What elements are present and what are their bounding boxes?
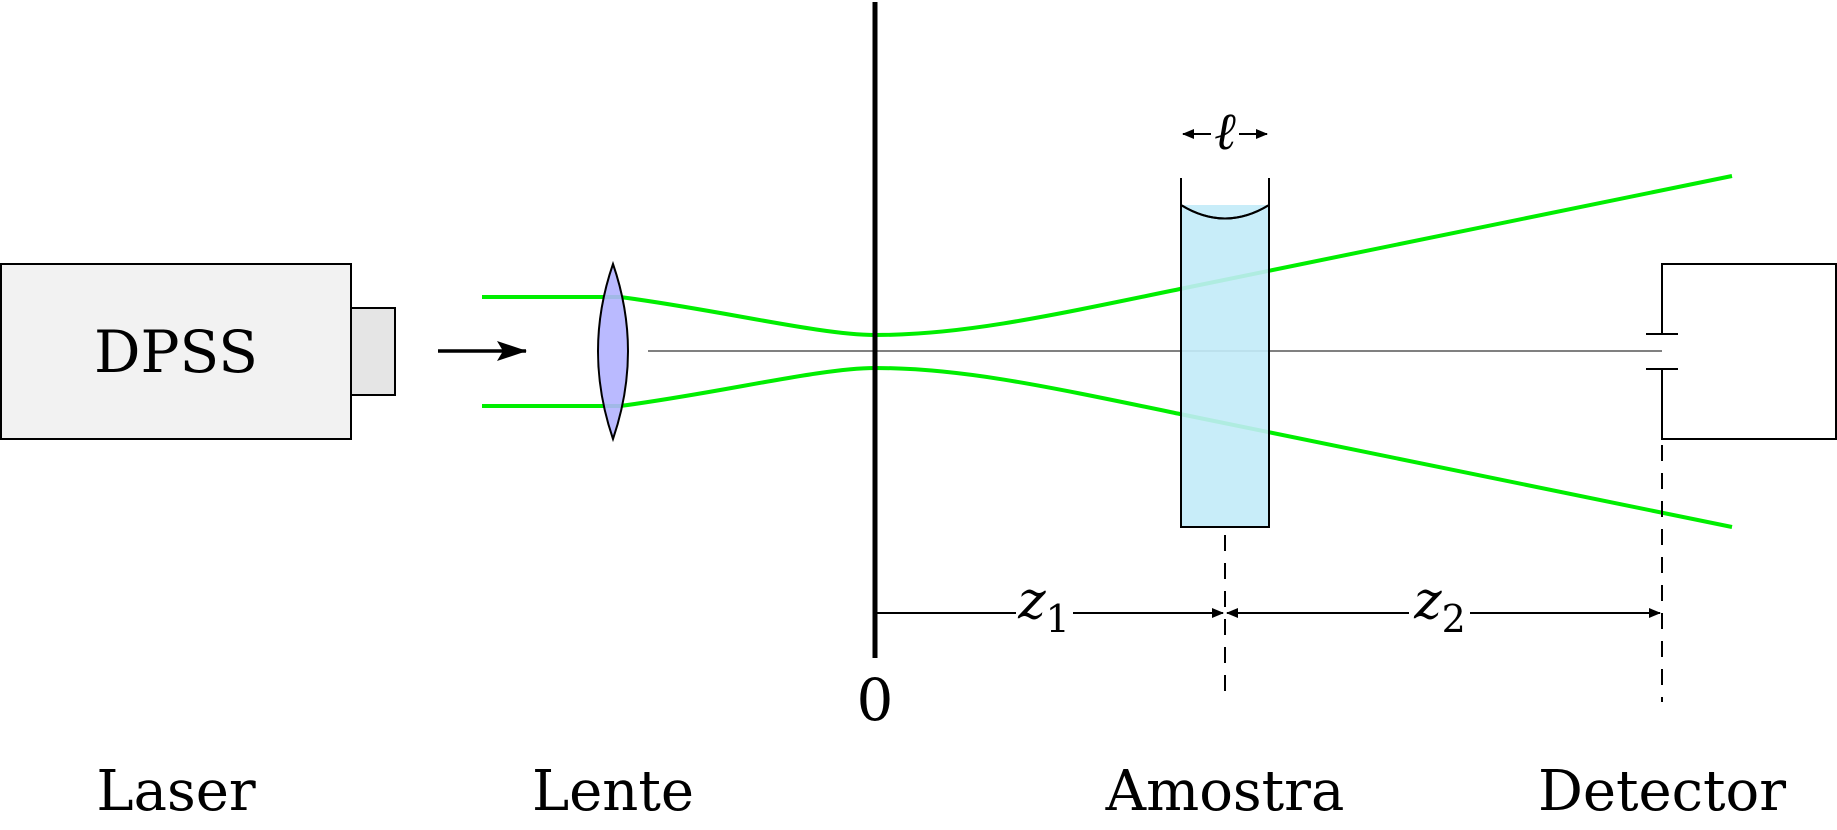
sample-meniscus-top bbox=[1180, 204, 1270, 220]
laser-caption: Laser bbox=[96, 759, 255, 824]
detector-body bbox=[1661, 263, 1837, 440]
laser-body bbox=[0, 263, 352, 440]
distance-z2: z2 bbox=[1226, 571, 1661, 641]
detector-caption: Detector bbox=[1538, 759, 1786, 824]
lens bbox=[597, 260, 629, 443]
z2-label: z2 bbox=[1413, 571, 1466, 641]
laser: DPSS bbox=[0, 263, 396, 440]
sample-outline bbox=[1180, 178, 1270, 528]
sample-caption: Amostra bbox=[1105, 759, 1345, 824]
detector bbox=[1646, 263, 1837, 440]
beam-upper-edge bbox=[482, 174, 1733, 338]
sample-body bbox=[1181, 205, 1269, 527]
thickness-indicator: ℓ bbox=[1182, 102, 1268, 162]
z1-label: z1 bbox=[1017, 571, 1070, 641]
beam-lower-edge bbox=[482, 365, 1733, 529]
sample-top-cover bbox=[1182, 178, 1268, 205]
lens-caption: Lente bbox=[532, 759, 694, 824]
laser-box-label: DPSS bbox=[94, 318, 258, 386]
origin-label: 0 bbox=[857, 666, 894, 734]
thickness-symbol: ℓ bbox=[1214, 102, 1236, 162]
sample-cuvette bbox=[1180, 178, 1270, 528]
laser-nozzle bbox=[350, 307, 396, 396]
distance-z1: z1 bbox=[876, 571, 1224, 641]
